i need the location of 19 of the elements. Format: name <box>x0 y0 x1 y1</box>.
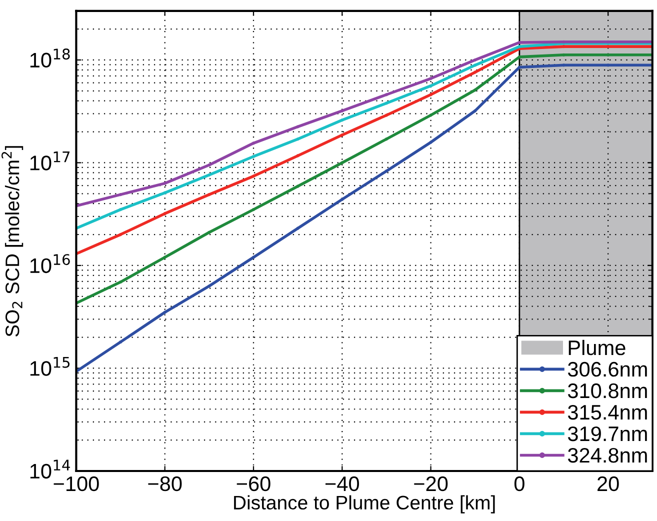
y-tick-label: 10$^{16}$ <box>30 254 70 274</box>
x-tick-label: 0 <box>514 476 524 492</box>
band-label: Plume <box>568 340 626 356</box>
legend-label: 324.8nm <box>568 448 647 463</box>
legend-label: 315.4nm <box>568 404 647 420</box>
y-tick-label: 10$^{18}$ <box>30 48 70 68</box>
legend-label: 319.7nm <box>568 426 647 442</box>
y-tick-label: 10$^{17}$ <box>30 152 70 170</box>
legend-label: 310.8nm <box>568 383 647 398</box>
y-axis-title: SO$_{2}$ SCD [molec/cm$^{2}$] <box>2 146 24 337</box>
x-tick-label: −20 <box>414 476 448 492</box>
legend-label: 306.6nm <box>568 362 647 377</box>
y-tick-label: 10$^{15}$ <box>30 357 70 376</box>
x-tick-label: 20 <box>598 476 619 492</box>
x-tick-label: −40 <box>326 476 359 492</box>
x-tick-label: −60 <box>236 476 270 492</box>
x-tick-label: −80 <box>148 476 182 492</box>
x-tick-label: −100 <box>54 476 99 492</box>
x-axis-title: Distance to Plume Centre [km] <box>234 495 495 514</box>
